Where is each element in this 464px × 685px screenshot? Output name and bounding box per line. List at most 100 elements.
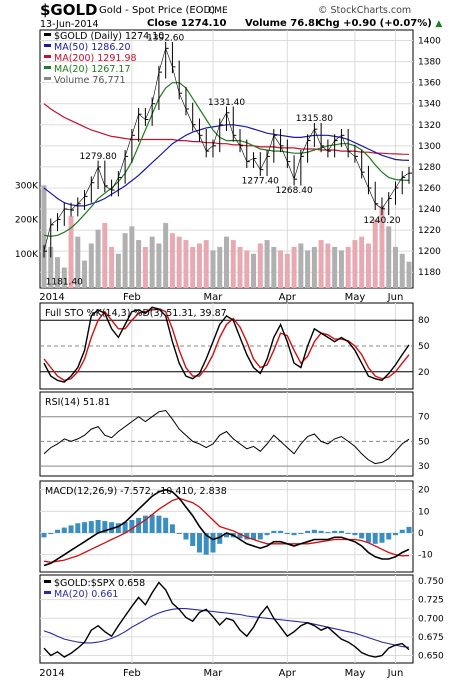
price-annotation: 1331.40 [208, 98, 245, 108]
ratio-x-tick-label: 2014 [39, 668, 64, 679]
volume-bar [95, 229, 101, 288]
volume-bar [379, 205, 385, 288]
macd-hist-bar [278, 530, 284, 533]
macd-hist-bar [257, 533, 263, 540]
volume-bar [224, 236, 229, 288]
volume-bar [163, 222, 169, 288]
macd-hist-bar [251, 533, 257, 540]
macd-hist-bar [399, 529, 405, 533]
quote-date: 13-Jun-2014 [40, 19, 99, 30]
price-annotation: 1240.20 [363, 216, 400, 226]
volume-bar [305, 250, 311, 288]
volume-bar [332, 246, 338, 288]
volume-bar [55, 257, 61, 288]
volume-bar [82, 260, 88, 288]
sto-d-line [43, 308, 410, 382]
macd-hist-bar [386, 533, 392, 540]
ratio-line [43, 581, 410, 658]
macd-hist-bar [291, 533, 297, 536]
ratio-x-tick-label: May [345, 668, 366, 679]
volume-bar [406, 261, 412, 288]
price-x-tick-label: Apr [279, 292, 297, 303]
legend-swatch [44, 77, 51, 80]
macd-hist-bar [325, 531, 331, 533]
price-legend-item: MA(200) 1291.98 [54, 53, 137, 64]
price-annotation: 1181.40 [46, 278, 83, 288]
up-arrow-icon: ▲ [435, 19, 443, 29]
volume-bar [61, 267, 67, 288]
macd-hist-bar [129, 520, 135, 533]
volume-bar [68, 216, 74, 288]
volume-bar [298, 243, 304, 288]
macd-hist-bar [75, 523, 81, 533]
macd-hist-bar [88, 521, 94, 533]
ratio-x-tick-label: Feb [123, 668, 141, 679]
sto-k-line [43, 306, 410, 383]
volume-bar [365, 243, 371, 288]
stockcharts-credit: © StockCharts.com [318, 5, 412, 16]
legend-swatch [44, 33, 51, 36]
volume-bar [210, 250, 216, 288]
macd-hist-bar [379, 533, 385, 543]
macd-hist-bar [392, 533, 398, 536]
ratio-ma-line [43, 608, 410, 648]
price-line [43, 47, 410, 252]
price-panel-y-tick-label: 1300 [418, 142, 441, 152]
price-panel-y-tick-label: 1320 [418, 121, 441, 131]
ratio-legend-item: MA(20) 0.661 [54, 589, 118, 600]
ratio-legend-item: $GOLD:$SPX 0.658 [54, 578, 145, 589]
volume-tick-label: 300K [15, 181, 39, 191]
volume-bar [129, 226, 135, 288]
price-x-tick-label: Jun [387, 292, 404, 303]
macd-hist-bar [109, 522, 115, 533]
volume-bar [392, 246, 398, 288]
rsi-panel-frame [39, 391, 414, 477]
macd-hist-bar [311, 529, 317, 533]
ratio-x-tick-label: Apr [279, 668, 297, 679]
volume-bar [115, 253, 121, 288]
quote-close: Close 1274.10 [147, 18, 227, 29]
volume-bar [136, 240, 142, 288]
volume-bar [257, 243, 263, 288]
price-panel-y-tick-label: 1180 [418, 268, 441, 278]
macd-hist-bar [298, 533, 304, 534]
macd-hist-bar [224, 533, 229, 538]
volume-bar [251, 253, 257, 288]
macd-panel-y-tick-label: -10 [418, 551, 433, 561]
macd-hist-bar [406, 526, 412, 533]
macd-panel-y-tick-label: 20 [418, 486, 430, 496]
macd-hist-bar [359, 533, 365, 539]
volume-bar [372, 219, 378, 288]
price-panel-y-tick-label: 1280 [418, 163, 441, 173]
price-panel-y-tick-label: 1340 [418, 100, 441, 110]
change-text: Chg +0.90 (+0.07%) [318, 18, 432, 29]
volume-bar [190, 246, 196, 288]
price-annotation: 1315.80 [296, 114, 333, 124]
ratio-legend-swatch [44, 591, 51, 594]
macd-hist-bar [372, 533, 378, 544]
ratio-panel-y-tick-label: 0.700 [418, 614, 444, 624]
macd-hist-bar [48, 533, 54, 535]
macd-hist-bar [61, 527, 67, 533]
ratio-x-tick-label: Mar [204, 668, 224, 679]
price-x-tick-label: Mar [204, 292, 224, 303]
price-annotation: 1268.40 [275, 186, 312, 196]
volume-bar [230, 240, 236, 288]
rsi-y-tick-label: 30 [418, 462, 430, 472]
macd-hist-bar [163, 517, 169, 533]
macd-hist-bar [210, 533, 216, 553]
sto-title: Full STO %K(14,3) %D(3) 51.31, 39.87 [45, 308, 227, 319]
quote-volume: Volume 76.8K [245, 18, 323, 29]
macd-hist-bar [203, 533, 209, 555]
macd-title: MACD(12,26,9) -7.572, -10.410, 2.838 [45, 486, 227, 497]
volume-bar [271, 246, 277, 288]
volume-bar [345, 246, 351, 288]
volume-bar [203, 240, 209, 288]
macd-hist-bar [149, 514, 155, 533]
macd-hist-bar [115, 523, 121, 533]
macd-hist-bar [156, 515, 162, 533]
macd-hist-bar [169, 524, 175, 533]
macd-hist-bar [82, 522, 88, 533]
sto-y-tick-label: 50 [418, 342, 430, 352]
